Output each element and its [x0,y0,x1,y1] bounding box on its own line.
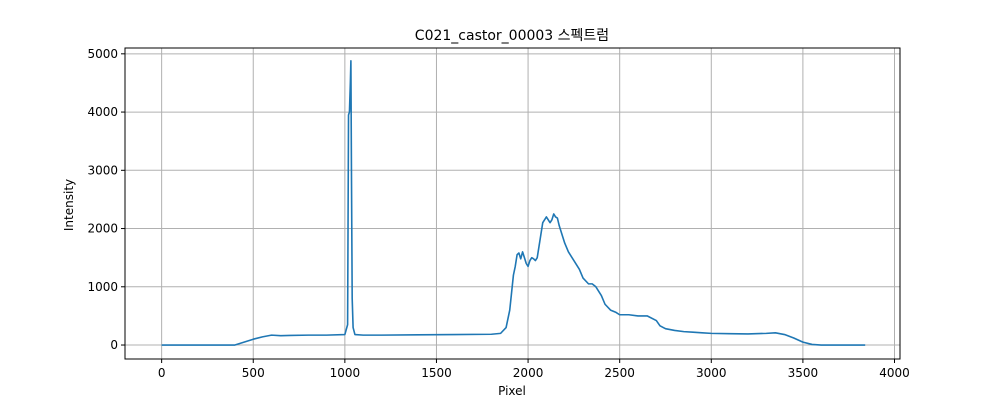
y-axis-label: Intensity [62,179,76,231]
x-tick-label: 3000 [696,366,727,380]
x-tick-label: 500 [242,366,265,380]
y-tick-label: 3000 [87,163,118,177]
series-line [161,60,866,346]
x-tick-label: 2000 [513,366,544,380]
y-tick-label: 4000 [87,105,118,119]
x-tick-label: 0 [158,366,166,380]
x-axis-ticks: 0 500 1000 1500 2000 2500 3000 3500 4000 [158,359,910,380]
y-tick-label: 5000 [87,47,118,61]
chart-title: C021_castor_00003 스펙트럼 [415,28,609,44]
y-tick-label: 2000 [87,222,118,236]
y-tick-label: 1000 [87,280,118,294]
x-axis-label: Pixel [498,384,526,398]
x-tick-label: 4000 [879,366,910,380]
x-tick-label: 1500 [421,366,452,380]
grid [125,48,900,359]
plot-frame [124,47,901,360]
x-tick-label: 3500 [788,366,819,380]
y-axis-ticks: 0 1000 2000 3000 4000 5000 [87,47,125,352]
y-tick-label: 0 [110,338,118,352]
x-tick-label: 2500 [604,366,635,380]
x-tick-label: 1000 [330,366,361,380]
